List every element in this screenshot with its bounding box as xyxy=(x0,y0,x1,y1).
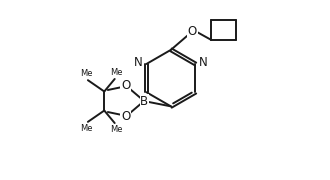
Text: Me: Me xyxy=(80,124,93,133)
Text: Me: Me xyxy=(110,125,122,134)
Text: N: N xyxy=(199,56,208,69)
Text: O: O xyxy=(188,25,197,38)
Text: Me: Me xyxy=(110,68,122,77)
Text: O: O xyxy=(121,110,130,123)
Text: O: O xyxy=(121,79,130,92)
Text: B: B xyxy=(140,94,148,107)
Text: Me: Me xyxy=(80,69,93,78)
Text: N: N xyxy=(134,56,143,69)
